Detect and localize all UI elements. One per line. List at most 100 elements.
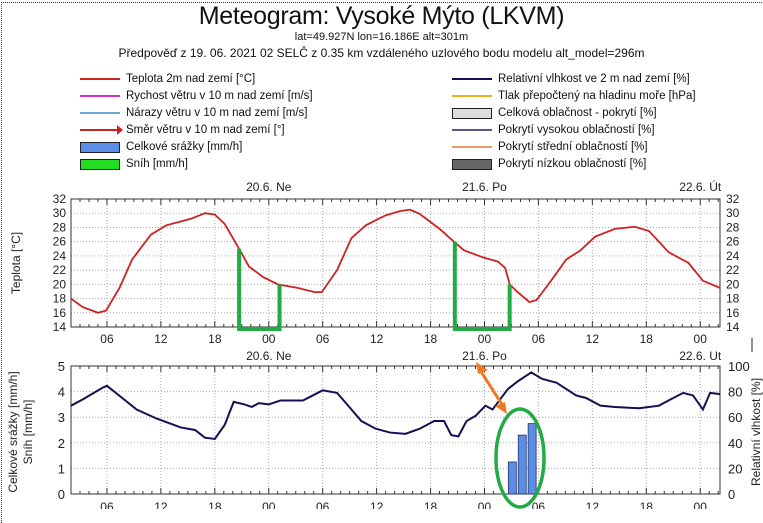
x-tick-label: 18 — [208, 500, 222, 509]
y-tick-label: 20 — [53, 277, 67, 291]
x-tick-label: 18 — [424, 332, 438, 346]
legend-swatch — [452, 78, 492, 80]
legend-label: Sníh [mm/h] — [126, 158, 188, 170]
y-axis-label: Teplota [°C] — [9, 232, 23, 294]
page-title: Meteogram: Vysoké Mýto (LKVM) — [198, 2, 565, 30]
date-label: 21.6. Po — [462, 180, 507, 194]
annotation-bracket — [452, 241, 512, 331]
y-tick-label-right: 14 — [726, 320, 740, 334]
x-tick-label: 12 — [154, 500, 168, 509]
legend-item: Pokrytí nízkou oblačností [%] — [452, 157, 646, 171]
y-tick-label: 30 — [53, 206, 67, 220]
legend-label: Celková oblačnost - pokrytí [%] — [498, 107, 657, 119]
legend-swatch — [452, 107, 492, 119]
y-tick-label-right: 26 — [726, 235, 740, 249]
legend-item: Celkové srážky [mm/h] — [80, 140, 242, 154]
legend-label: Celkové srážky [mm/h] — [126, 141, 243, 153]
legend-swatch — [80, 158, 120, 170]
x-tick-label: 06 — [100, 500, 114, 509]
x-tick-label: 12 — [154, 332, 168, 346]
legend-label: Pokrytí střední oblačností [%] — [498, 141, 648, 153]
y-tick-label-right: 0 — [728, 487, 735, 502]
y-axis-label: Sníh [mm/h] — [21, 400, 35, 465]
y-tick-label-right: 18 — [726, 292, 740, 306]
y-tick-label-right: 80 — [728, 385, 742, 400]
legend-swatch — [80, 78, 120, 80]
y-tick-label: 2 — [58, 436, 65, 451]
legend-swatch — [80, 141, 120, 153]
y-tick-label: 26 — [53, 235, 67, 249]
y-axis-label: Celkové srážky [mm/h] — [6, 371, 20, 492]
x-tick-label: 06 — [316, 500, 330, 509]
y-tick-label-right: 32 — [726, 192, 740, 206]
y-tick-label: 16 — [53, 306, 67, 320]
x-tick-label: 00 — [478, 500, 492, 509]
precipitation-plot-area — [70, 365, 721, 495]
legend-swatch — [452, 95, 492, 97]
y-tick-label-right: 20 — [726, 277, 740, 291]
y-tick-label-right: 22 — [726, 263, 740, 277]
y-tick-label: 22 — [53, 263, 67, 277]
y-tick-label: 32 — [53, 192, 67, 206]
legend-label: Pokrytí vysokou oblačností [%] — [498, 124, 655, 136]
humidity-line — [70, 371, 721, 441]
y-tick-label: 1 — [58, 461, 65, 476]
legend-item: Rychost větru v 10 m nad zemí [m/s] — [80, 89, 313, 103]
y-tick-label: 4 — [58, 385, 65, 400]
x-tick-label: 18 — [640, 500, 654, 509]
annotation-arrowhead — [476, 362, 488, 374]
legend-label: Teplota 2m nad zemí [°C] — [126, 73, 256, 85]
temperature-line — [70, 208, 721, 314]
x-tick-label: 18 — [208, 332, 222, 346]
date-label: 21.6. Po — [462, 349, 507, 363]
x-tick-label: 18 — [640, 332, 654, 346]
legend-swatch — [80, 112, 120, 114]
legend-item: Pokrytí střední oblačností [%] — [452, 140, 648, 154]
y-tick-label-right: 40 — [728, 436, 742, 451]
y-tick-label: 3 — [58, 410, 65, 425]
forecast-info: Předpověď z 19. 06. 2021 02 SELČ z 0.35 … — [118, 46, 645, 60]
y-tick-label: 5 — [58, 359, 65, 374]
legend-swatch — [452, 129, 492, 131]
y-tick-label: 14 — [53, 320, 67, 334]
legend-label: Tlak přepočtený na hladinu moře [hPa] — [498, 90, 696, 102]
x-tick-label: 00 — [694, 500, 708, 509]
y-tick-label: 24 — [53, 249, 67, 263]
x-tick-label: 00 — [262, 332, 276, 346]
legend-item: Teplota 2m nad zemí [°C] — [80, 72, 255, 86]
legend-item: Sníh [mm/h] — [80, 157, 188, 171]
x-tick-label: 12 — [370, 500, 384, 509]
legend-swatch — [80, 95, 120, 97]
legend-item: Nárazy větru v 10 m nad zemí [m/s] — [80, 106, 308, 120]
y-tick-label-right: 24 — [726, 249, 740, 263]
y-axis-label-right: Relativní vlhkost [%] — [749, 378, 763, 486]
x-tick-label: 12 — [586, 332, 600, 346]
y-tick-label: 28 — [53, 220, 67, 234]
y-tick-label-right: 30 — [726, 206, 740, 220]
legend-item: Celková oblačnost - pokrytí [%] — [452, 106, 657, 120]
annotation-ellipse — [494, 407, 546, 509]
date-label: 20.6. Ne — [246, 180, 292, 194]
date-label: 20.6. Ne — [246, 349, 292, 363]
legend-item: Směr větru v 10 m nad zemí [°] — [80, 123, 285, 137]
y-tick-label-right: 28 — [726, 220, 740, 234]
annotation-arrowhead — [495, 402, 507, 414]
legend-item: Relativní vlhkost ve 2 m nad zemí [%] — [452, 72, 690, 86]
legend-item: Tlak přepočtený na hladinu moře [hPa] — [452, 89, 696, 103]
y-tick-label: 0 — [58, 487, 65, 502]
legend-label: Nárazy větru v 10 m nad zemí [m/s] — [126, 107, 308, 119]
precipitation-bar — [507, 461, 517, 495]
location-info: lat=49.927N lon=16.186E alt=301m — [294, 31, 469, 43]
annotation-arrow — [478, 369, 505, 407]
x-tick-label: 00 — [262, 500, 276, 509]
legend-item: Pokrytí vysokou oblačností [%] — [452, 123, 655, 137]
x-tick-label: 12 — [586, 500, 600, 509]
legend-label: Směr větru v 10 m nad zemí [°] — [126, 124, 285, 136]
y-tick-label-right: 16 — [726, 306, 740, 320]
legend-label: Relativní vlhkost ve 2 m nad zemí [%] — [498, 73, 690, 85]
legend-label: Pokrytí nízkou oblačností [%] — [498, 158, 647, 170]
legend-label: Rychost větru v 10 m nad zemí [m/s] — [126, 90, 313, 102]
x-tick-label: 06 — [532, 332, 546, 346]
x-tick-label: 00 — [478, 332, 492, 346]
